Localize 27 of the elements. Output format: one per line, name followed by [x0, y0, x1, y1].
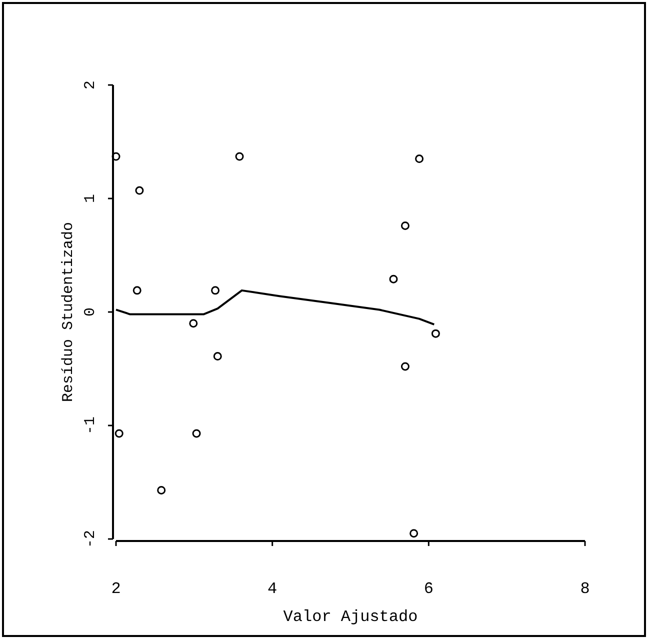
- point: [189, 319, 198, 328]
- x-tick-label: 4: [268, 580, 278, 598]
- point: [157, 486, 166, 494]
- x-tick-label: 8: [580, 580, 590, 598]
- point: [235, 152, 244, 161]
- point: [112, 152, 120, 161]
- x-tick-label: 6: [424, 580, 434, 598]
- point: [213, 352, 222, 361]
- point: [389, 274, 398, 284]
- point: [431, 329, 440, 338]
- point: [415, 154, 424, 164]
- point: [410, 529, 418, 538]
- y-tick-label: 2: [82, 80, 99, 90]
- y-tick-label: -2: [82, 530, 99, 548]
- point: [114, 429, 124, 438]
- point: [192, 429, 201, 438]
- x-tick-label: 2: [111, 580, 121, 598]
- point: [400, 221, 410, 230]
- y-tick-label: 1: [82, 194, 99, 204]
- point: [132, 286, 142, 295]
- x-axis-title: Valor Ajustado: [283, 608, 418, 626]
- point: [135, 186, 144, 195]
- y-tick-label: 0: [82, 307, 99, 317]
- point: [400, 362, 410, 371]
- y-axis-title: Resíduo Studentizado: [60, 222, 77, 402]
- point: [211, 286, 220, 295]
- y-tick-label: -1: [82, 416, 99, 435]
